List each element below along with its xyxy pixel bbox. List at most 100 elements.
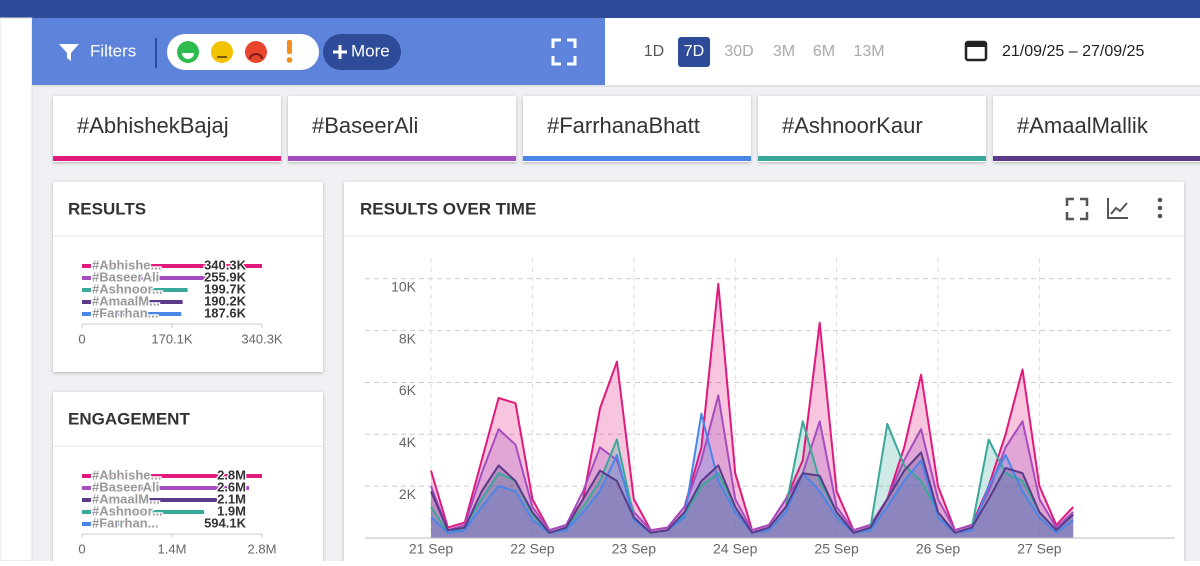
timeline-card (344, 182, 1184, 566)
area (431, 421, 1074, 538)
bar-value: 190.2K (204, 293, 247, 308)
x-tick-label: 2.8M (248, 541, 277, 556)
bar-value: 2.6M (217, 479, 246, 494)
bar-category: #Abhishe... (92, 467, 161, 482)
bar-category: #Farrhan... (92, 305, 158, 320)
tag-card[interactable]: #AmaalMallik (993, 96, 1200, 162)
bar-value: 1.9M (217, 503, 246, 518)
bar (82, 300, 183, 304)
tag-underline (523, 156, 751, 161)
tag-card[interactable]: #AbhishekBajaj (53, 96, 281, 162)
sentiment-pill[interactable] (167, 34, 319, 70)
tag-card[interactable]: #FarrhanaBhatt (523, 96, 751, 162)
bar (82, 276, 218, 280)
bar-value: 255.9K (204, 269, 247, 284)
calendar-top (966, 42, 986, 47)
filter-icon (59, 44, 79, 61)
bar-value: 199.7K (204, 281, 247, 296)
bar-value: 2.8M (217, 467, 246, 482)
alert-icon (287, 40, 292, 54)
plot (430, 282, 1074, 538)
tag-bg (53, 96, 281, 162)
period-label: 6M (813, 43, 835, 60)
results-title: RESULTS (68, 199, 146, 218)
top-bar (0, 0, 1200, 18)
bar-category: #Ashnoor... (92, 503, 163, 518)
bar (82, 522, 121, 526)
tag-card[interactable]: #BaseerAli (288, 96, 516, 162)
bar-value: 594.1K (204, 515, 247, 530)
bar (82, 288, 188, 292)
bar-category: #BaseerAli (92, 479, 159, 494)
tag-bg (288, 96, 516, 162)
period-label: 30D (724, 43, 753, 60)
fullscreen-button[interactable] (551, 38, 577, 66)
period-button[interactable]: 13M (853, 43, 884, 60)
bar-value: 340.3K (204, 257, 247, 272)
tag-name: #BaseerAli (312, 113, 418, 138)
more-label: More (351, 41, 390, 60)
tag-underline (993, 156, 1200, 161)
expand-button[interactable] (1065, 197, 1089, 221)
tag-name: #AshnoorKaur (782, 113, 923, 138)
tag-underline (288, 156, 516, 161)
timeline-title: RESULTS OVER TIME (360, 199, 536, 218)
chart-type-button[interactable] (1107, 198, 1128, 219)
bar-value: 187.6K (204, 305, 247, 320)
period-button[interactable]: 7D (678, 37, 710, 67)
bar-category: #AmaalM... (92, 293, 160, 308)
alert-dot (286, 57, 293, 63)
menu-button[interactable] (1157, 197, 1163, 219)
engagement-title: ENGAGEMENT (68, 409, 190, 428)
period-active-bg (678, 37, 710, 67)
bar-category: #BaseerAli (92, 269, 159, 284)
x-tick-label: 0 (78, 331, 85, 346)
period-label: 7D (684, 43, 704, 60)
line (430, 394, 1074, 532)
area (431, 413, 1074, 538)
date-range[interactable]: 21/09/25 – 27/09/25 (1002, 43, 1144, 60)
period-button[interactable]: 1D (644, 43, 664, 60)
period-label: 3M (773, 43, 795, 60)
x-tick-label: 21 Sep (409, 541, 454, 557)
bar (82, 510, 205, 514)
period-label: 1D (644, 43, 664, 60)
period-button[interactable]: 3M (773, 43, 795, 60)
period-button[interactable]: 6M (813, 43, 835, 60)
line (430, 451, 1074, 534)
x-tick-label: 170.1K (151, 331, 193, 346)
x-tick-label: 1.4M (158, 541, 187, 556)
tag-name: #FarrhanaBhatt (547, 113, 700, 138)
period-button[interactable]: 30D (724, 43, 753, 60)
engagement-card (53, 392, 323, 566)
filters-button[interactable]: Filters (59, 41, 136, 61)
y-tick-label: 10K (391, 278, 417, 294)
dot (1157, 213, 1163, 219)
tag-bg (993, 96, 1200, 162)
tag-name: #AbhishekBajaj (77, 113, 229, 138)
bar-category: #AmaalM... (92, 491, 160, 506)
y-tick-label: 4K (399, 434, 417, 450)
bar-category: #Abhishe... (92, 257, 161, 272)
bar-value: 2.1M (217, 491, 246, 506)
x-tick-label: 340.3K (241, 331, 283, 346)
tag-row: #AbhishekBajaj #BaseerAli #FarrhanaBhatt #A… (53, 96, 1200, 162)
pill-bg (167, 34, 319, 70)
dot (1157, 205, 1163, 211)
more-bg (323, 34, 401, 70)
y-tick-label: 6K (399, 382, 417, 398)
y-tick-label: 2K (399, 486, 417, 502)
x-tick-label: 24 Sep (713, 541, 758, 557)
tag-card[interactable]: #AshnoorKaur (758, 96, 986, 162)
x-tick-label: 27 Sep (1017, 541, 1062, 557)
x-tick-label: 22 Sep (510, 541, 555, 557)
period-label: 13M (853, 43, 884, 60)
dot (1157, 197, 1163, 203)
x-tick-label: 25 Sep (814, 541, 859, 557)
neutral-icon (211, 41, 233, 63)
negative-icon (245, 41, 267, 63)
tag-underline (758, 156, 986, 161)
sidebar (0, 17, 33, 562)
more-button[interactable]: More (323, 34, 401, 70)
